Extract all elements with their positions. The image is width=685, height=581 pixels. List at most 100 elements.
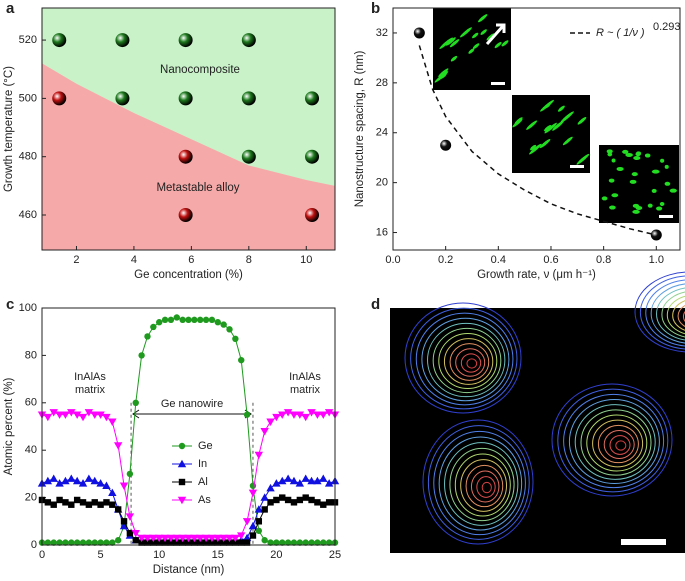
nanostructure	[562, 136, 573, 146]
data-point	[289, 411, 299, 419]
contour	[433, 430, 526, 536]
data-point	[61, 411, 70, 419]
data-point	[248, 521, 258, 530]
data-point	[208, 539, 216, 546]
x-tick-label: 0.4	[491, 254, 506, 266]
data-point	[249, 482, 257, 489]
contour	[672, 300, 685, 331]
nanostructure	[576, 153, 590, 165]
data-point	[114, 537, 122, 544]
nanostructure	[616, 166, 624, 171]
data-point	[255, 527, 263, 534]
data-point	[150, 539, 157, 546]
nanostructure	[544, 124, 552, 132]
direction-arrow	[485, 23, 506, 45]
data-point	[249, 532, 257, 539]
contour	[586, 414, 648, 472]
data-point	[260, 493, 269, 501]
y-tick-label: 20	[25, 492, 37, 504]
region-divider	[130, 402, 254, 545]
contour	[557, 388, 669, 493]
contour	[444, 442, 519, 526]
data-point	[120, 518, 128, 525]
nanostructure	[606, 149, 613, 154]
data-point	[161, 539, 169, 546]
data-point	[85, 501, 93, 508]
data-point	[290, 539, 298, 546]
nanostructure	[601, 196, 608, 201]
data-point	[254, 451, 264, 460]
contour	[455, 348, 486, 377]
contour	[551, 383, 673, 497]
contour	[650, 283, 685, 344]
contour	[609, 435, 631, 455]
annotation: Ge nanowire	[161, 398, 223, 410]
nanostructure	[664, 181, 671, 186]
legend-label: As	[198, 494, 211, 506]
data-point	[144, 539, 151, 546]
data-point	[289, 476, 299, 485]
data-point	[55, 411, 64, 419]
data-point	[272, 413, 281, 422]
data-point	[149, 534, 158, 543]
micrograph-inset	[512, 95, 590, 173]
x-tick-label: 0.8	[596, 254, 611, 266]
y-tick-label: 40	[25, 444, 37, 456]
data-point	[296, 539, 304, 546]
y-axis-label: Growth temperature (°C)	[3, 66, 15, 192]
data-point	[302, 494, 309, 501]
data-point	[78, 413, 88, 422]
x-tick-label: 0	[39, 549, 45, 561]
contour	[438, 436, 523, 531]
y-tick-label: 28	[376, 77, 388, 89]
nanostructure	[486, 33, 495, 41]
nanostructure	[530, 144, 537, 151]
nanostructure	[660, 158, 665, 163]
nanostructure	[644, 153, 651, 158]
data-point	[241, 33, 256, 48]
x-tick-label: 4	[131, 254, 137, 266]
data-point	[243, 411, 251, 418]
nanostructure	[577, 116, 587, 125]
data-point	[279, 539, 286, 546]
data-point	[126, 529, 134, 537]
contour	[481, 481, 492, 494]
data-point	[178, 33, 193, 48]
nanostructure	[544, 122, 557, 134]
legend-marker	[177, 496, 187, 505]
data-point	[68, 539, 75, 546]
data-point	[313, 411, 322, 419]
data-point	[197, 316, 204, 324]
data-point	[72, 476, 82, 485]
nanostructure	[552, 120, 564, 131]
data-point	[109, 501, 116, 508]
data-point	[261, 506, 268, 513]
data-point	[102, 481, 111, 489]
data-point	[184, 534, 193, 543]
data-point	[272, 479, 281, 487]
nanostructure	[445, 37, 456, 46]
legend-marker	[178, 442, 186, 450]
data-point	[238, 539, 245, 546]
data-point	[308, 539, 315, 546]
data-point	[320, 539, 327, 546]
nanostructure	[611, 158, 616, 163]
nanostructure	[659, 201, 665, 206]
plot-frame	[41, 307, 336, 546]
nanostructure	[560, 111, 574, 123]
nanostructure	[526, 120, 538, 130]
data-point	[50, 539, 57, 546]
data-point	[225, 534, 234, 543]
data-point	[84, 474, 94, 482]
data-point	[283, 474, 293, 482]
data-point	[185, 539, 192, 546]
data-point	[325, 539, 333, 546]
data-point	[307, 409, 316, 417]
y-tick-label: 60	[25, 397, 37, 409]
data-point	[296, 496, 304, 504]
contour	[415, 312, 514, 406]
x-tick-label: 1.0	[649, 254, 664, 266]
data-point	[156, 319, 163, 326]
legend-label: Ge	[198, 440, 213, 452]
series-line	[41, 411, 336, 539]
